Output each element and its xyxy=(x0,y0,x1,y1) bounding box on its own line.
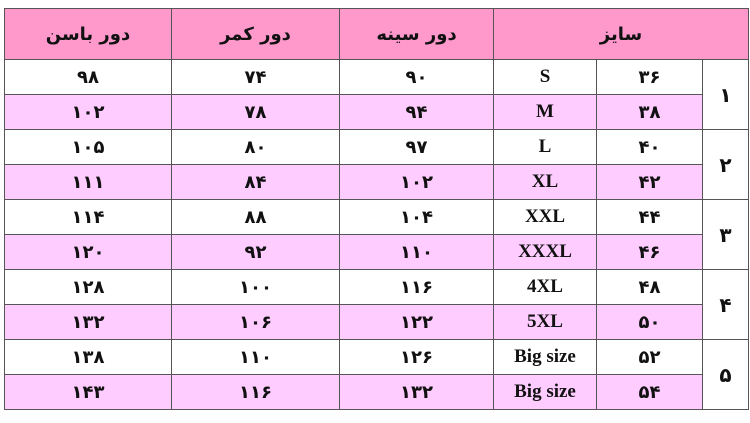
size-number-cell: ۴۲ xyxy=(596,164,703,200)
size-number-cell: ۵۲ xyxy=(596,339,703,375)
size-label-cell: M xyxy=(493,94,597,130)
chest-cell: ۱۰۴ xyxy=(339,199,494,235)
size-label-cell: XXL xyxy=(493,199,597,235)
size-label-cell: L xyxy=(493,129,597,165)
size-label-cell: Big size xyxy=(493,339,597,375)
size-number-cell: ۴۰ xyxy=(596,129,703,165)
waist-cell: ۸۰ xyxy=(171,129,340,165)
size-label-cell: Big size xyxy=(493,374,597,410)
chest-cell: ۱۱۶ xyxy=(339,269,494,305)
chest-cell: ۹۴ xyxy=(339,94,494,130)
size-label-cell: 5XL xyxy=(493,304,597,340)
hip-cell: ۱۱۴ xyxy=(4,199,172,235)
waist-cell: ۸۴ xyxy=(171,164,340,200)
hip-cell: ۱۲۸ xyxy=(4,269,172,305)
table-row: ۱۴۳ ۱۱۶ ۱۳۲ Big size ۵۴ xyxy=(4,374,749,410)
table-row: ۱۲۸ ۱۰۰ ۱۱۶ 4XL ۴۸ ۴ xyxy=(4,269,750,340)
waist-cell: ۹۲ xyxy=(171,234,340,270)
header-size: سایز xyxy=(492,8,750,60)
size-number-cell: ۴۶ xyxy=(596,234,703,270)
hip-cell: ۱۱۱ xyxy=(4,164,172,200)
chest-cell: ۱۳۲ xyxy=(339,374,494,410)
chest-cell: ۹۷ xyxy=(339,129,494,165)
header-waist: دور کمر xyxy=(171,8,340,60)
hip-cell: ۱۳۸ xyxy=(4,339,172,375)
size-number-cell: ۵۰ xyxy=(596,304,703,340)
hip-cell: ۱۰۵ xyxy=(4,129,172,165)
table-row: ۱۰۲ ۷۸ ۹۴ M ۳۸ xyxy=(4,94,749,130)
chest-cell: ۹۰ xyxy=(339,59,494,95)
waist-cell: ۱۱۶ xyxy=(171,374,340,410)
waist-cell: ۱۱۰ xyxy=(171,339,340,375)
waist-cell: ۷۴ xyxy=(171,59,340,95)
table-row: ۱۳۲ ۱۰۶ ۱۲۲ 5XL ۵۰ xyxy=(4,304,749,340)
table-row: ۱۱۴ ۸۸ ۱۰۴ XXL ۴۴ ۳ xyxy=(4,199,750,270)
waist-cell: ۱۰۶ xyxy=(171,304,340,340)
table-row: ۹۸ ۷۴ ۹۰ S ۳۶ ۱ xyxy=(4,59,750,130)
waist-cell: ۱۰۰ xyxy=(171,269,340,305)
group-number-cell: ۵ xyxy=(701,339,750,410)
hip-cell: ۱۴۳ xyxy=(4,374,172,410)
chest-cell: ۱۱۰ xyxy=(339,234,494,270)
size-number-cell: ۳۸ xyxy=(596,94,703,130)
hip-cell: ۱۳۲ xyxy=(4,304,172,340)
size-rows: ۹۸ ۷۴ ۹۰ S ۳۶ ۱ ۱۰۲ ۷۸ ۹۴ M ۳۸ ۱۰۵ ۸۰ ۹۷ L ۴۰ ۲ ۱۱۱ ۸۴ ۱۰۲ X… xyxy=(4,59,750,410)
table-row: ۱۲۰ ۹۲ ۱۱۰ XXXL ۴۶ xyxy=(4,234,749,270)
header-row: دور باسن دور کمر دور سینه سایز xyxy=(4,8,750,60)
hip-cell: ۱۰۲ xyxy=(4,94,172,130)
size-number-cell: ۵۴ xyxy=(596,374,703,410)
chest-cell: ۱۰۲ xyxy=(339,164,494,200)
table-row: ۱۱۱ ۸۴ ۱۰۲ XL ۴۲ xyxy=(4,164,749,200)
size-chart-table: دور باسن دور کمر دور سینه سایز ۹۸ ۷۴ ۹۰ S ۳۶… xyxy=(4,8,750,410)
hip-cell: ۹۸ xyxy=(4,59,172,95)
group-number-cell: ۱ xyxy=(701,59,750,130)
size-label-cell: XL xyxy=(493,164,597,200)
table-row: ۱۳۸ ۱۱۰ ۱۲۶ Big size ۵۲ ۵ xyxy=(4,339,750,410)
size-label-cell: 4XL xyxy=(493,269,597,305)
waist-cell: ۸۸ xyxy=(171,199,340,235)
size-label-cell: XXXL xyxy=(493,234,597,270)
chest-cell: ۱۲۲ xyxy=(339,304,494,340)
group-number-cell: ۴ xyxy=(701,269,750,340)
size-number-cell: ۴۴ xyxy=(596,199,703,235)
header-hip: دور باسن xyxy=(4,8,172,60)
table-row: ۱۰۵ ۸۰ ۹۷ L ۴۰ ۲ xyxy=(4,129,750,200)
hip-cell: ۱۲۰ xyxy=(4,234,172,270)
header-chest: دور سینه xyxy=(339,8,494,60)
group-number-cell: ۲ xyxy=(701,129,750,200)
group-number-cell: ۳ xyxy=(701,199,750,270)
size-number-cell: ۴۸ xyxy=(596,269,703,305)
size-label-cell: S xyxy=(493,59,597,95)
chest-cell: ۱۲۶ xyxy=(339,339,494,375)
waist-cell: ۷۸ xyxy=(171,94,340,130)
size-number-cell: ۳۶ xyxy=(596,59,703,95)
